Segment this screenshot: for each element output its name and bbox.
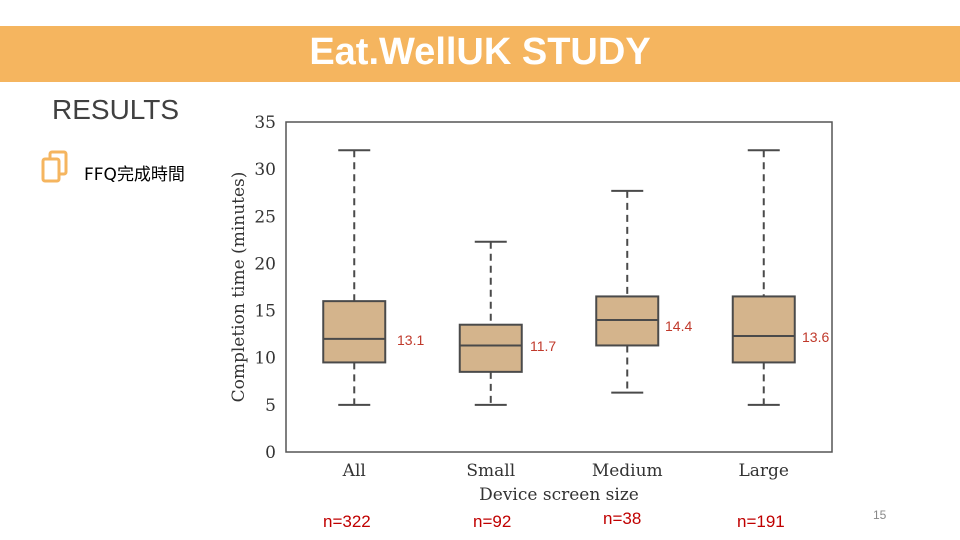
y-tick-label: 15 bbox=[254, 302, 276, 322]
y-tick-label: 10 bbox=[254, 349, 276, 369]
count-medium: n=38 bbox=[603, 509, 642, 528]
box-plot: 0 5 10 15 20 25 30 35 All Small Medium Large Device … bbox=[229, 112, 841, 512]
count-large: n=191 bbox=[737, 512, 785, 531]
y-tick-label: 25 bbox=[254, 207, 276, 227]
title-banner: Eat.WellUK STUDY bbox=[0, 26, 960, 82]
box-all bbox=[322, 300, 387, 364]
x-tick-label: Medium bbox=[592, 461, 663, 481]
y-axis-label: Completion time (minutes) bbox=[229, 172, 249, 403]
plot-frame bbox=[285, 121, 833, 453]
page-number: 15 bbox=[873, 508, 887, 522]
y-tick-label: 5 bbox=[265, 396, 276, 416]
x-tick-label: All bbox=[342, 461, 366, 481]
mean-label-small: 11.7 bbox=[530, 338, 557, 354]
box-large bbox=[731, 295, 796, 364]
x-tick-label: Small bbox=[466, 461, 515, 481]
count-small: n=92 bbox=[473, 512, 512, 531]
x-tick-label: Large bbox=[739, 461, 790, 481]
count-all: n=322 bbox=[323, 512, 371, 531]
y-tick-label: 30 bbox=[254, 160, 276, 180]
y-tick-label: 35 bbox=[254, 113, 276, 133]
bullet-text: FFQ完成時間 bbox=[84, 165, 185, 185]
section-title: RESULTS bbox=[52, 94, 180, 125]
mean-label-all: 13.1 bbox=[397, 332, 425, 348]
page-title: Eat.WellUK STUDY bbox=[309, 31, 651, 73]
copy-icon bbox=[40, 150, 70, 189]
box-small bbox=[458, 323, 523, 373]
x-axis-label: Device screen size bbox=[479, 485, 639, 505]
mean-label-large: 13.6 bbox=[802, 329, 830, 345]
y-tick-label: 20 bbox=[254, 254, 276, 274]
mean-label-medium: 14.4 bbox=[665, 318, 693, 334]
y-tick-label: 0 bbox=[265, 443, 276, 463]
